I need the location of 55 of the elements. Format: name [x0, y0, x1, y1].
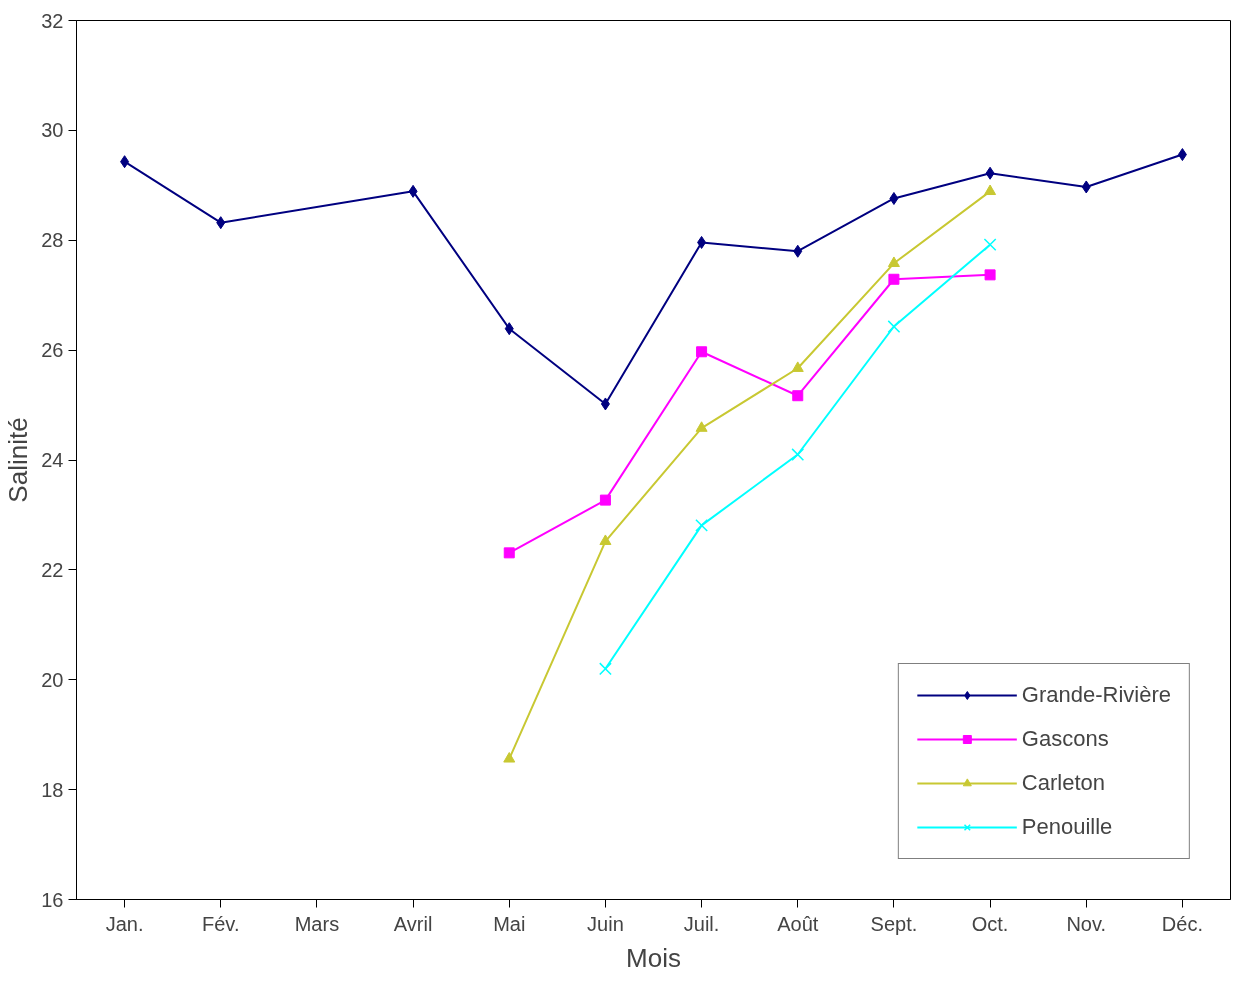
point — [216, 216, 226, 230]
point — [599, 534, 612, 545]
y-tick-label: 26 — [41, 339, 64, 362]
y-tick-label: 28 — [41, 229, 64, 252]
x-tick-label: Fév. — [202, 912, 240, 935]
point — [984, 269, 996, 281]
legend-label: Penouille — [1021, 814, 1113, 840]
x-tick-label: Juin — [587, 912, 624, 935]
legend-label: Carleton — [1021, 770, 1105, 796]
point — [120, 155, 130, 169]
y-axis-title: Salinité — [3, 417, 34, 503]
x-tick-label: Sept. — [870, 912, 918, 935]
point — [985, 166, 995, 180]
point — [600, 397, 610, 411]
point — [599, 494, 611, 506]
point — [1081, 180, 1091, 194]
point — [887, 320, 901, 333]
legend-label: Gascons — [1021, 726, 1109, 752]
point — [408, 184, 418, 198]
point — [503, 547, 515, 559]
point — [791, 361, 804, 372]
x-tick-label: Mars — [294, 912, 340, 935]
point — [504, 322, 514, 336]
point — [888, 273, 900, 285]
x-axis-title: Mois — [626, 942, 681, 973]
y-tick-label: 22 — [41, 558, 64, 581]
legend-label: Grande-Rivière — [1021, 682, 1171, 708]
x-tick-label: Juil. — [683, 912, 720, 935]
point — [503, 752, 516, 763]
y-tick-label: 30 — [41, 119, 64, 142]
x-tick-label: Nov. — [1066, 912, 1107, 935]
point — [695, 518, 708, 532]
point — [984, 184, 997, 196]
y-tick-label: 32 — [41, 9, 64, 32]
point — [695, 421, 708, 432]
y-tick-label: 20 — [41, 668, 64, 691]
x-tick-label: Oct. — [971, 912, 1009, 935]
x-tick-label: Avril — [393, 912, 433, 935]
point — [793, 244, 803, 258]
x-tick-label: Déc. — [1161, 912, 1203, 935]
x-tick-label: Mai — [493, 912, 526, 935]
point — [887, 256, 900, 267]
point — [697, 235, 707, 249]
x-tick-label: Août — [777, 912, 819, 935]
y-tick-label: 24 — [41, 449, 64, 471]
y-tick-label: 18 — [41, 778, 64, 801]
y-tick-label: 16 — [41, 888, 64, 911]
point — [599, 662, 612, 676]
point — [983, 238, 997, 252]
point — [791, 448, 805, 461]
point — [792, 390, 804, 402]
point — [1177, 148, 1187, 162]
point — [696, 346, 708, 358]
x-tick-label: Jan. — [105, 912, 144, 935]
point — [889, 192, 899, 205]
